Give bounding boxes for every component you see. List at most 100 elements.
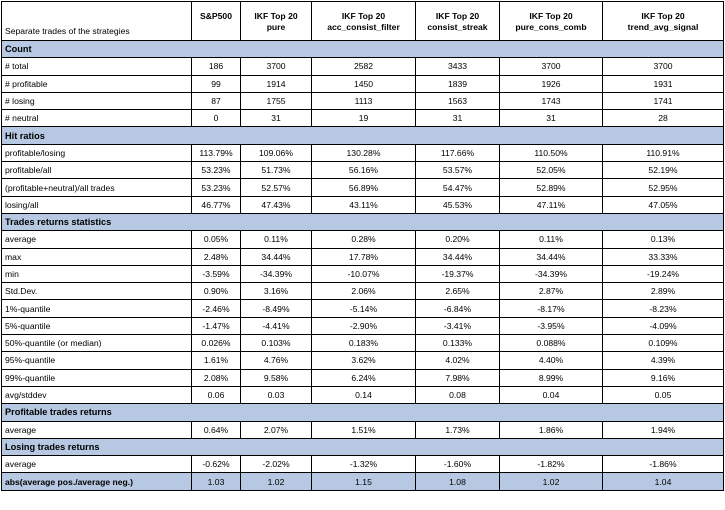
column-header-line1: IKF Top 20 bbox=[641, 10, 685, 21]
table-cell: -3.41% bbox=[415, 316, 500, 336]
table-cell: 31 bbox=[499, 109, 603, 128]
table-cell: 34.44% bbox=[415, 247, 500, 266]
table-cell: 0.14 bbox=[311, 385, 416, 405]
table-cell: 0.08 bbox=[415, 385, 500, 405]
strategy-trades-table: Separate trades of the strategies S&P500… bbox=[1, 1, 724, 491]
table-cell: -10.07% bbox=[311, 264, 416, 284]
table-cell: -2.46% bbox=[191, 299, 241, 318]
section-title: Losing trades returns bbox=[1, 437, 724, 457]
table-cell: -1.47% bbox=[191, 316, 241, 336]
table-cell: 46.77% bbox=[191, 195, 241, 214]
section-header-row: Trades returns statistics bbox=[1, 212, 724, 232]
table-cell: 4.76% bbox=[240, 351, 312, 370]
footer-row: abs(average pos./average neg.) 1.03 1.02 1.… bbox=[1, 472, 724, 491]
table-row: (profitable+neutral)/all trades 53.23% 52.… bbox=[1, 178, 724, 197]
table-cell: 2.65% bbox=[415, 282, 500, 301]
footer-cell: 1.03 bbox=[191, 472, 241, 491]
section-title: Count bbox=[1, 39, 724, 59]
column-header-line1: IKF Top 20 bbox=[529, 10, 573, 21]
footer-cell: 1.02 bbox=[240, 472, 312, 491]
table-cell: -2.90% bbox=[311, 316, 416, 336]
table-row: average 0.05% 0.11% 0.28% 0.20% 0.11% 0.13% bbox=[1, 230, 724, 249]
table-cell: 31 bbox=[415, 109, 500, 128]
table-cell: 0.109% bbox=[602, 334, 724, 353]
table-cell: 47.11% bbox=[499, 195, 603, 214]
column-header-line2: consist_streak bbox=[427, 21, 488, 32]
table-row: # profitable 99 1914 1450 1839 1926 1931 bbox=[1, 74, 724, 93]
table-cell: 1839 bbox=[415, 74, 500, 93]
section-header-row: Losing trades returns bbox=[1, 437, 724, 457]
table-cell: -34.39% bbox=[499, 264, 603, 284]
table-cell: 87 bbox=[191, 91, 241, 111]
table-cell: 0.103% bbox=[240, 334, 312, 353]
table-cell: 56.89% bbox=[311, 178, 416, 197]
table-cell: 0.03 bbox=[240, 385, 312, 405]
table-cell: 2.89% bbox=[602, 282, 724, 301]
column-header-acc-consist-filter: IKF Top 20 acc_consist_filter bbox=[311, 1, 416, 41]
table-cell: 3700 bbox=[240, 57, 312, 76]
table-cell: -19.37% bbox=[415, 264, 500, 284]
table-cell: -1.86% bbox=[602, 455, 724, 474]
section-title: Hit ratios bbox=[1, 126, 724, 145]
row-label: 50%-quantile (or median) bbox=[1, 334, 192, 353]
table-row: max 2.48% 34.44% 17.78% 34.44% 34.44% 33.33% bbox=[1, 247, 724, 266]
table-cell: 0.11% bbox=[499, 230, 603, 249]
row-label: max bbox=[1, 247, 192, 266]
table-cell: 8.99% bbox=[499, 368, 603, 387]
table-cell: 2.48% bbox=[191, 247, 241, 266]
column-header-sp500: S&P500 bbox=[191, 1, 241, 41]
table-cell: 52.95% bbox=[602, 178, 724, 197]
table-cell: 0.90% bbox=[191, 282, 241, 301]
table-cell: 0.06 bbox=[191, 385, 241, 405]
row-label: 99%-quantile bbox=[1, 368, 192, 387]
table-cell: 28 bbox=[602, 109, 724, 128]
column-header-line1: S&P500 bbox=[199, 10, 232, 21]
table-row: 95%-quantile 1.61% 4.76% 3.62% 4.02% 4.40% 4.3… bbox=[1, 351, 724, 370]
table-cell: -4.09% bbox=[602, 316, 724, 336]
table-row: 5%-quantile -1.47% -4.41% -2.90% -3.41% -3.95… bbox=[1, 316, 724, 336]
table-cell: 113.79% bbox=[191, 143, 241, 163]
column-header-line1: IKF Top 20 bbox=[435, 10, 480, 21]
footer-cell: 1.08 bbox=[415, 472, 500, 491]
table-cell: 3.62% bbox=[311, 351, 416, 370]
row-label: 95%-quantile bbox=[1, 351, 192, 370]
table-cell: 43.11% bbox=[311, 195, 416, 214]
table-cell: 34.44% bbox=[499, 247, 603, 266]
table-cell: 0.183% bbox=[311, 334, 416, 353]
table-cell: -2.02% bbox=[240, 455, 312, 474]
table-cell: 7.98% bbox=[415, 368, 500, 387]
column-header-line2: acc_consist_filter bbox=[327, 21, 400, 32]
table-cell: 0.64% bbox=[191, 420, 241, 439]
table-cell: 2.87% bbox=[499, 282, 603, 301]
table-cell: 110.50% bbox=[499, 143, 603, 163]
table-cell: 1926 bbox=[499, 74, 603, 93]
table-cell: 4.39% bbox=[602, 351, 724, 370]
table-row: 99%-quantile 2.08% 9.58% 6.24% 7.98% 8.99% 9.1… bbox=[1, 368, 724, 387]
header-row: Separate trades of the strategies S&P500… bbox=[1, 1, 724, 41]
table-cell: 17.78% bbox=[311, 247, 416, 266]
footer-cell: 1.15 bbox=[311, 472, 416, 491]
row-label: average bbox=[1, 420, 192, 439]
footer-label: abs(average pos./average neg.) bbox=[1, 472, 192, 491]
table-cell: 1743 bbox=[499, 91, 603, 111]
table-cell: 4.02% bbox=[415, 351, 500, 370]
table-cell: 1113 bbox=[311, 91, 416, 111]
table-row: # neutral 0 31 19 31 31 28 bbox=[1, 109, 724, 128]
row-label: # neutral bbox=[1, 109, 192, 128]
table-cell: -8.17% bbox=[499, 299, 603, 318]
table-cell: 47.05% bbox=[602, 195, 724, 214]
table-cell: 1.51% bbox=[311, 420, 416, 439]
table-cell: -4.41% bbox=[240, 316, 312, 336]
table-row: average -0.62% -2.02% -1.32% -1.60% -1.82% -1.… bbox=[1, 455, 724, 474]
table-cell: 1.86% bbox=[499, 420, 603, 439]
table-cell: 53.23% bbox=[191, 178, 241, 197]
column-header-line1: IKF Top 20 bbox=[254, 10, 298, 21]
table-cell: 3433 bbox=[415, 57, 500, 76]
table-cell: 51.73% bbox=[240, 161, 312, 180]
column-header-line2: pure_cons_comb bbox=[515, 21, 587, 32]
table-row: losing/all 46.77% 47.43% 43.11% 45.53% 47.11%… bbox=[1, 195, 724, 214]
table-cell: 19 bbox=[311, 109, 416, 128]
table-row: # losing 87 1755 1113 1563 1743 1741 bbox=[1, 91, 724, 111]
table-cell: 1.94% bbox=[602, 420, 724, 439]
